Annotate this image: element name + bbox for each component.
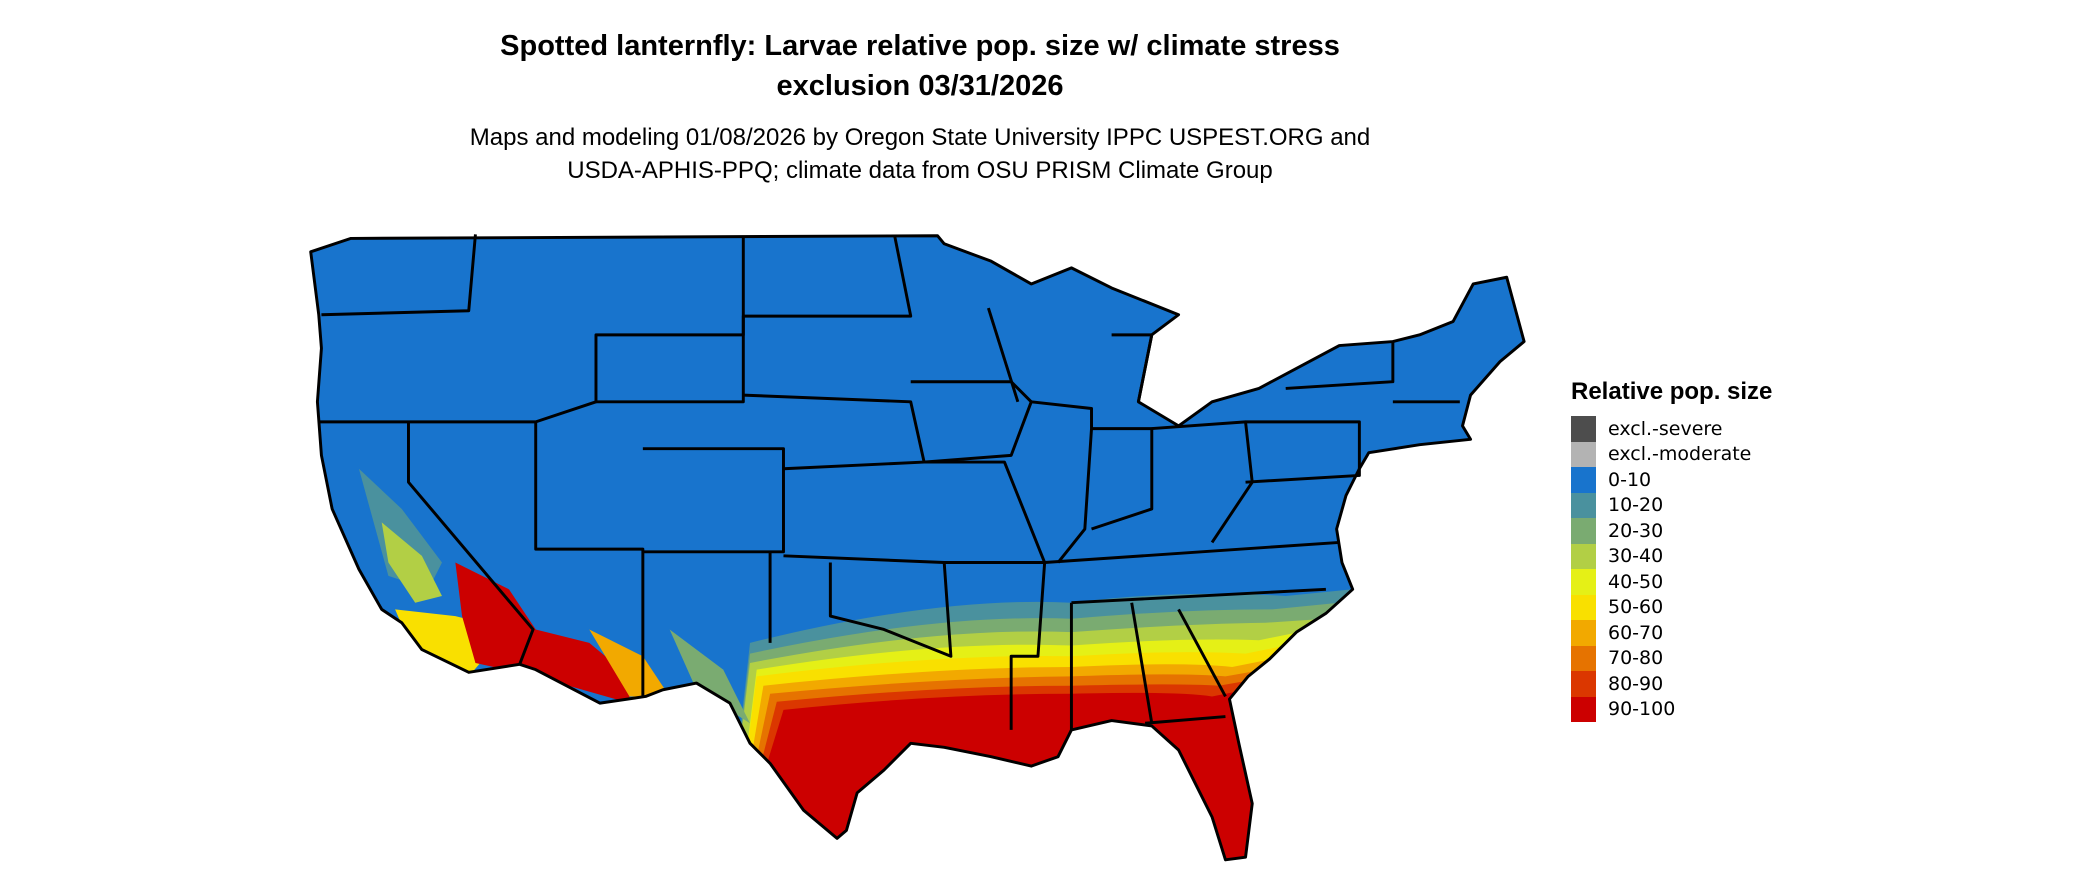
legend-swatch (1571, 569, 1596, 595)
legend-title: Relative pop. size (1571, 378, 1773, 405)
legend-label: 0-10 (1608, 468, 1652, 491)
legend-label: 90-100 (1608, 698, 1676, 721)
legend-swatch (1571, 543, 1596, 569)
legend-label: 10-20 (1608, 494, 1664, 517)
legend: Relative pop. size excl.-severe excl.-mod… (1571, 378, 1772, 722)
legend-label: 20-30 (1608, 519, 1664, 542)
region-90-100 (729, 685, 1266, 860)
legend-item: 50-60 (1571, 594, 1772, 620)
region-sw-30-40 (381, 522, 442, 603)
region-tx-20-30 (669, 629, 750, 724)
map-title-line1: Spotted lanternfly: Larvae relative pop.… (500, 30, 1340, 62)
legend-swatch (1571, 620, 1596, 646)
legend-swatch (1571, 467, 1596, 493)
legend-label: 40-50 (1608, 570, 1664, 593)
legend-swatch (1571, 518, 1596, 544)
state-borders (309, 234, 1526, 862)
map-title-line2: exclusion 03/31/2026 (776, 70, 1064, 102)
legend-label: 60-70 (1608, 621, 1664, 644)
legend-swatch (1571, 594, 1596, 620)
map-subtitle-line2: USDA-APHIS-PPQ; climate data from OSU PR… (567, 157, 1273, 184)
legend-item: 70-80 (1571, 645, 1772, 671)
legend-swatch (1571, 416, 1596, 442)
legend-label: 80-90 (1608, 672, 1664, 695)
legend-item: 20-30 (1571, 518, 1772, 544)
legend-swatch (1571, 441, 1596, 467)
legend-label: excl.-moderate (1608, 443, 1752, 466)
legend-swatch (1571, 696, 1596, 722)
legend-label: 50-60 (1608, 596, 1664, 619)
legend-item: 10-20 (1571, 492, 1772, 518)
legend-swatch (1571, 492, 1596, 518)
legend-item: 30-40 (1571, 543, 1772, 569)
legend-item: 80-90 (1571, 671, 1772, 697)
legend-item: excl.-moderate (1571, 441, 1772, 467)
legend-item: 90-100 (1571, 696, 1772, 722)
legend-item: 60-70 (1571, 620, 1772, 646)
legend-label: excl.-severe (1608, 417, 1723, 440)
legend-swatch (1571, 671, 1596, 697)
region-sw-60-70 (589, 629, 670, 697)
legend-label: 70-80 (1608, 647, 1664, 670)
legend-item: 0-10 (1571, 467, 1772, 493)
legend-swatch (1571, 645, 1596, 671)
map-subtitle-line1: Maps and modeling 01/08/2026 by Oregon S… (469, 124, 1371, 151)
legend-item: 40-50 (1571, 569, 1772, 595)
legend-item: excl.-severe (1571, 416, 1772, 442)
legend-label: 30-40 (1608, 545, 1664, 568)
